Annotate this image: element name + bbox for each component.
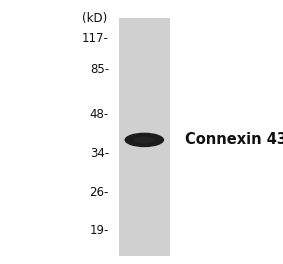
- Ellipse shape: [134, 137, 155, 143]
- Text: 117-: 117-: [82, 32, 109, 45]
- Text: 85-: 85-: [90, 63, 109, 77]
- Text: 26-: 26-: [90, 186, 109, 199]
- FancyBboxPatch shape: [119, 18, 170, 256]
- Text: (kD): (kD): [82, 12, 108, 25]
- Text: 34-: 34-: [90, 147, 109, 160]
- Text: 19-: 19-: [90, 224, 109, 238]
- Text: Connexin 43: Connexin 43: [185, 133, 283, 147]
- Text: 48-: 48-: [90, 108, 109, 121]
- Ellipse shape: [125, 133, 164, 147]
